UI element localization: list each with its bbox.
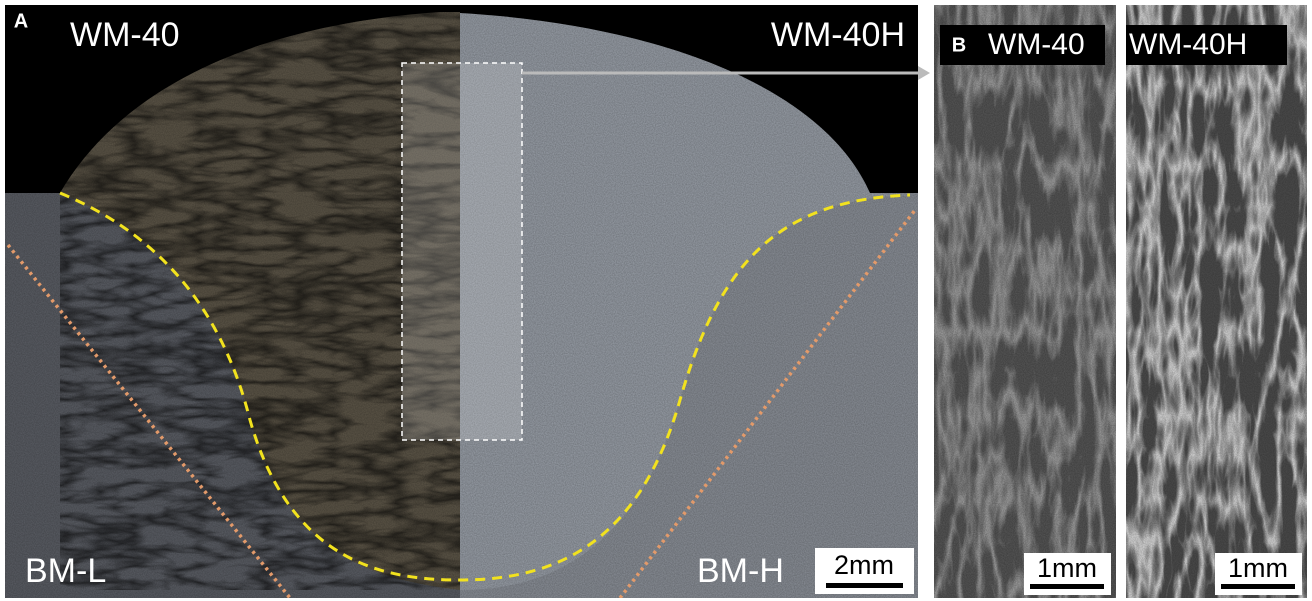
texture: [934, 5, 1116, 598]
zoom-arrow-head: [918, 66, 930, 80]
scale-bar-label: 1mm: [1228, 553, 1288, 583]
region-label: BM-H: [697, 552, 784, 590]
panel-label: A: [14, 10, 28, 32]
image-title: WM-40H: [771, 16, 905, 54]
panel-label: B: [952, 34, 966, 56]
panel-b-image-1: [934, 5, 1116, 598]
zoom-box: [402, 63, 522, 440]
panel-a-image: [5, 5, 918, 598]
panel-b-image-2: [1126, 5, 1307, 598]
region-label: BM-L: [25, 552, 106, 590]
scale-bar: [826, 583, 903, 588]
texture: [1126, 5, 1307, 598]
image-title: WM-40H: [1129, 28, 1247, 61]
scale-bar-label: 2mm: [834, 550, 894, 580]
image-title: WM-40: [70, 16, 180, 54]
scale-bar: [1221, 584, 1295, 589]
scale-bar-label: 1mm: [1037, 553, 1097, 583]
scale-bar: [1030, 584, 1104, 589]
image-title: WM-40: [988, 28, 1085, 61]
figure: A WM-40 WM-40H BM-L BM-H 2mm B WM-40 WM-…: [0, 0, 1312, 601]
